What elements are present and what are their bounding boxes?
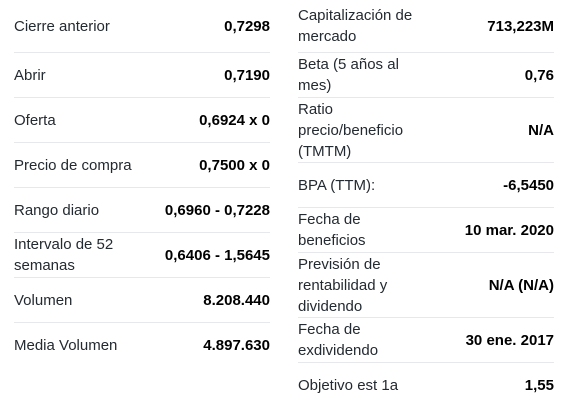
- row-media-volumen: Media Volumen 4.897.630: [14, 323, 270, 368]
- label-volumen: Volumen: [14, 291, 73, 309]
- label-media-volumen: Media Volumen: [14, 337, 118, 354]
- row-cierre-anterior: Cierre anterior 0,7298: [14, 0, 270, 53]
- label-fecha-exdividendo: Fecha de exdividendo: [298, 321, 379, 359]
- value-capitalizacion: 713,223M: [487, 17, 554, 35]
- label-oferta: Oferta: [14, 111, 56, 129]
- label-cierre-anterior: Cierre anterior: [14, 17, 110, 35]
- value-precio-de-compra: 0,7500 x 0: [199, 156, 270, 174]
- value-volumen: 8.208.440: [203, 291, 270, 309]
- value-abrir: 0,7190: [224, 66, 270, 84]
- value-ratio-precio-beneficio: N/A: [528, 121, 554, 139]
- row-intervalo-52-semanas: Intervalo de 52 semanas 0,6406 - 1,5645: [14, 233, 270, 278]
- row-beta: Beta (5 años al mes) 0,76: [298, 53, 554, 98]
- label-objetivo-est: Objetivo est 1a: [298, 377, 399, 394]
- label-capitalizacion: Capitalización de mercado: [298, 7, 413, 45]
- label-beta: Beta (5 años al mes): [298, 56, 399, 94]
- row-ratio-precio-beneficio: Ratio precio/beneficio (TMTM) N/A: [298, 98, 554, 163]
- value-fecha-exdividendo: 30 ene. 2017: [465, 331, 554, 349]
- row-precio-de-compra: Precio de compra 0,7500 x 0: [14, 143, 270, 188]
- value-intervalo-52-semanas: 0,6406 - 1,5645: [164, 246, 270, 264]
- value-cierre-anterior: 0,7298: [224, 17, 270, 35]
- value-objetivo-est: 1,55: [524, 377, 554, 394]
- value-oferta: 0,6924 x 0: [199, 111, 270, 129]
- summary-table-right: Capitalización de mercado 713,223M Beta …: [298, 0, 554, 408]
- value-beta: 0,76: [524, 66, 554, 84]
- row-volumen: Volumen 8.208.440: [14, 278, 270, 323]
- value-fecha-beneficios: 10 mar. 2020: [464, 221, 554, 239]
- summary-table-left: Cierre anterior 0,7298 Abrir 0,7190 Ofer…: [14, 0, 270, 368]
- label-bpa: BPA (TTM):: [298, 176, 376, 194]
- row-fecha-beneficios: Fecha de beneficios 10 mar. 2020: [298, 208, 554, 253]
- label-intervalo-52-semanas: Intervalo de 52 semanas: [14, 236, 114, 274]
- row-objetivo-est: Objetivo est 1a 1,55: [298, 363, 554, 408]
- label-rango-diario: Rango diario: [14, 201, 100, 219]
- row-abrir: Abrir 0,7190: [14, 53, 270, 98]
- row-bpa: BPA (TTM): -6,5450: [298, 163, 554, 208]
- value-bpa: -6,5450: [503, 176, 554, 194]
- row-prevision-rentabilidad: Previsión de rentabilidad y dividendo N/…: [298, 253, 554, 318]
- row-rango-diario: Rango diario 0,6960 - 0,7228: [14, 188, 270, 233]
- row-capitalizacion: Capitalización de mercado 713,223M: [298, 0, 554, 53]
- label-ratio-precio-beneficio: Ratio precio/beneficio (TMTM): [298, 100, 404, 160]
- label-prevision-rentabilidad: Previsión de rentabilidad y dividendo: [298, 255, 388, 315]
- value-media-volumen: 4.897.630: [203, 337, 270, 354]
- value-rango-diario: 0,6960 - 0,7228: [164, 201, 270, 219]
- label-abrir: Abrir: [14, 66, 46, 84]
- value-prevision-rentabilidad: N/A (N/A): [488, 276, 554, 294]
- row-fecha-exdividendo: Fecha de exdividendo 30 ene. 2017: [298, 318, 554, 363]
- label-fecha-beneficios: Fecha de beneficios: [298, 211, 366, 249]
- label-precio-de-compra: Precio de compra: [14, 156, 132, 174]
- row-oferta: Oferta 0,6924 x 0: [14, 98, 270, 143]
